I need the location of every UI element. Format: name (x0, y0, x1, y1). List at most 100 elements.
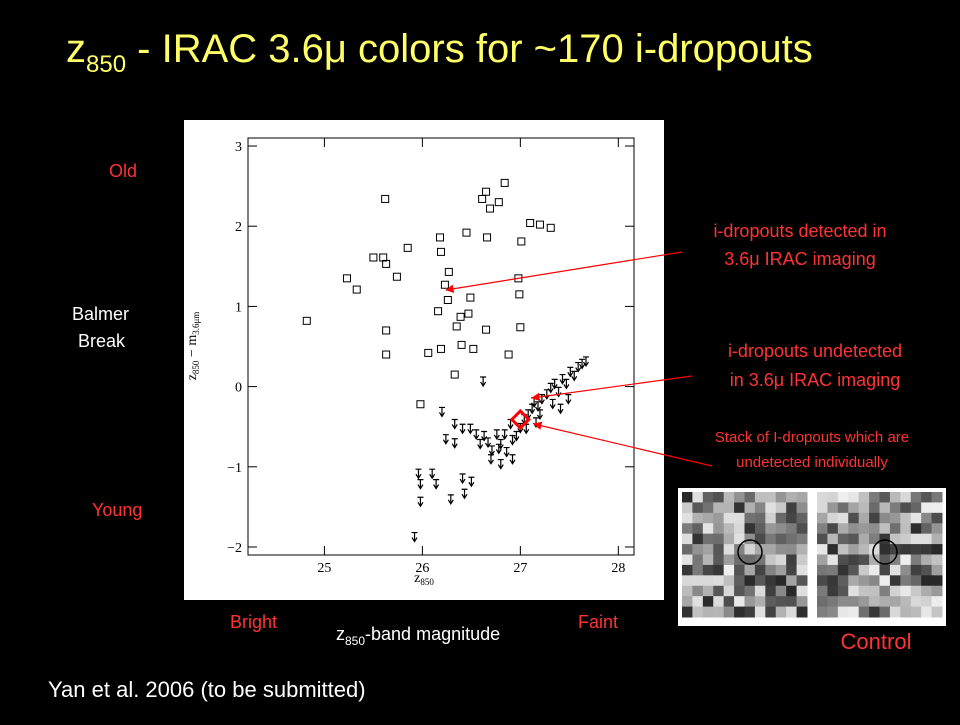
aperture (737, 539, 763, 565)
pixel (931, 575, 943, 587)
pixel (848, 512, 860, 524)
pixel (723, 502, 735, 514)
old-label: Old (109, 161, 137, 181)
pixel (837, 564, 849, 576)
upper-limit-point (487, 454, 494, 465)
pixel (692, 564, 704, 576)
pixel (692, 512, 704, 524)
pixel (786, 533, 798, 545)
upper-limit-point (565, 394, 572, 405)
pixel (858, 512, 870, 524)
detected-point (469, 344, 478, 353)
pixel (837, 585, 849, 597)
pixel (692, 585, 704, 597)
pixel (817, 492, 828, 503)
pixel (796, 575, 808, 587)
plot-background (184, 120, 664, 600)
pixel (817, 596, 828, 608)
detected-point (456, 312, 465, 321)
pixel (900, 523, 912, 535)
pixel (848, 492, 860, 503)
pixel (786, 585, 798, 597)
pixel (931, 554, 943, 566)
pixel (889, 596, 901, 608)
pixel (879, 492, 891, 503)
pixel (827, 512, 839, 524)
pixel (702, 523, 714, 535)
pixel (713, 596, 725, 608)
pixel (858, 502, 870, 514)
pixel (869, 533, 880, 545)
pixel (786, 502, 798, 514)
pixel (931, 585, 943, 597)
pixel (765, 502, 777, 514)
slide-title: z850 - IRAC 3.6μ colors for ~170 i-dropo… (66, 27, 813, 78)
pixel (754, 533, 766, 545)
y-tick-label: 1 (235, 300, 242, 315)
pixel (734, 575, 745, 587)
pixel (910, 575, 922, 587)
pixel (869, 512, 880, 524)
pixel (796, 585, 808, 597)
pixel (775, 554, 787, 566)
pixel (692, 502, 704, 514)
pixel (744, 564, 756, 576)
y-tick-label: −2 (227, 541, 242, 556)
pixel (744, 523, 756, 535)
pixel (910, 492, 922, 503)
plot-frame (247, 137, 635, 556)
pixel (827, 596, 839, 608)
pixel (723, 596, 735, 608)
pixel (682, 554, 693, 566)
pixel (827, 533, 839, 545)
pixel (682, 492, 693, 503)
pixel (713, 564, 725, 576)
pixel (734, 585, 745, 597)
citation: Yan et al. 2006 (to be submitted) (48, 677, 366, 702)
upper-limit-point (415, 468, 422, 480)
pixel (869, 606, 880, 618)
arrow (445, 251, 683, 293)
young-label: Young (92, 500, 142, 520)
pixel (879, 606, 891, 618)
y-tick-label: 0 (235, 381, 242, 396)
pixel (734, 606, 745, 618)
pixel (723, 564, 735, 576)
pixel (931, 533, 943, 545)
pixel (682, 544, 693, 555)
upper-limit-point (451, 438, 458, 449)
pixel (910, 564, 922, 576)
pixel (754, 492, 766, 503)
pixel (775, 492, 787, 503)
detected-point (482, 325, 491, 334)
pixel (702, 575, 714, 587)
pixel (734, 533, 745, 545)
detected-point (403, 243, 412, 252)
upper-limit-point (417, 479, 424, 490)
x-tick-label: 26 (415, 561, 429, 576)
detected-point (485, 204, 494, 213)
pixel (817, 523, 828, 535)
pixel (754, 512, 766, 524)
pixel (837, 512, 849, 524)
pixel (796, 502, 808, 514)
pixel (682, 533, 693, 545)
pixel (682, 575, 693, 587)
detected-point (437, 344, 445, 353)
pixel (713, 575, 725, 587)
upper-limit-point (557, 403, 564, 415)
pixel (713, 585, 725, 597)
upper-limit-point (497, 458, 504, 470)
pixel (817, 554, 828, 566)
pixel (775, 544, 787, 555)
pixel (734, 502, 745, 514)
pixel (796, 533, 808, 545)
pixel (931, 512, 943, 524)
pixel (921, 544, 933, 555)
pixel (765, 544, 777, 555)
pixel (796, 544, 808, 555)
pixel (817, 512, 828, 524)
pixel (765, 554, 777, 566)
detected-point (342, 274, 351, 283)
pixel (910, 606, 922, 618)
